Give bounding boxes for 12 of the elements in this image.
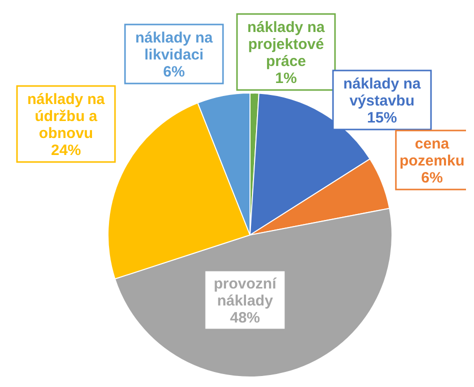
- data-label: 48%: [230, 310, 260, 326]
- slice-label: provozní náklady: [214, 276, 278, 310]
- slice-label: náklady na údržbu a obnovu: [27, 91, 106, 142]
- slice-label: náklady na likvidaci: [135, 30, 214, 64]
- slice-label: cena pozemku: [399, 136, 465, 170]
- slice-label: náklady na projektové práce: [247, 19, 326, 70]
- slice-label: náklady na výstavbu: [343, 76, 422, 110]
- data-label: 1%: [275, 70, 297, 87]
- data-label: 6%: [163, 64, 185, 80]
- data-label: 6%: [421, 170, 443, 186]
- data-label: 24%: [50, 142, 82, 159]
- data-label: 15%: [366, 110, 398, 126]
